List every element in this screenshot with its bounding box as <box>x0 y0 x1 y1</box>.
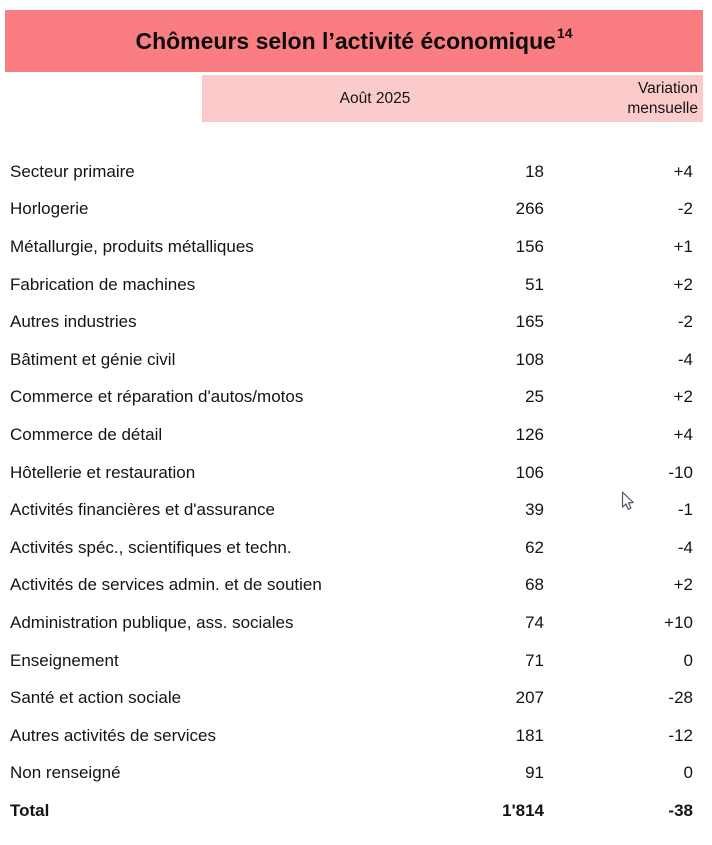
column-header-variation: Variation mensuelle <box>627 79 698 118</box>
row-value: 165 <box>515 312 544 332</box>
total-label: Total <box>10 800 50 820</box>
row-label: Horlogerie <box>10 199 89 219</box>
row-variation: -4 <box>677 537 693 557</box>
table-row: Non renseigné 91 0 <box>10 755 693 793</box>
row-label: Fabrication de machines <box>10 274 196 294</box>
table-row: Enseignement 71 0 <box>10 642 693 680</box>
row-variation: -1 <box>677 500 693 520</box>
row-value: 207 <box>515 688 544 708</box>
row-value: 39 <box>525 500 544 520</box>
table-total-row: Total 1'814 -38 <box>10 792 693 830</box>
page-title: Chômeurs selon l’activité économique <box>135 27 556 54</box>
row-variation: -4 <box>677 349 693 369</box>
row-variation: 0 <box>683 650 693 670</box>
row-label: Hôtellerie et restauration <box>10 462 196 482</box>
row-value: 91 <box>525 763 544 783</box>
row-variation: -2 <box>677 199 693 219</box>
unemployment-table: Secteur primaire 18 +4 Horlogerie 266 -2 Métal… <box>10 153 693 830</box>
row-label: Commerce et réparation d'autos/motos <box>10 387 304 407</box>
table-title-band: Chômeurs selon l’activité économique 14 <box>5 10 703 72</box>
table-row: Activités financières et d'assurance 39 -1 <box>10 491 693 529</box>
row-value: 25 <box>525 387 544 407</box>
title-footnote-superscript: 14 <box>556 25 573 41</box>
variation-label-line1: Variation <box>637 80 698 97</box>
row-value: 18 <box>525 161 544 181</box>
table-row: Commerce de détail 126 +4 <box>10 416 693 454</box>
variation-label-line2: mensuelle <box>627 99 698 117</box>
table-row: Horlogerie 266 -2 <box>10 191 693 229</box>
table-row: Autres industries 165 -2 <box>10 303 693 341</box>
table-row: Hôtellerie et restauration 106 -10 <box>10 454 693 492</box>
row-value: 108 <box>515 349 544 369</box>
row-value: 126 <box>515 424 544 444</box>
row-label: Enseignement <box>10 650 119 670</box>
row-variation: -28 <box>668 688 693 708</box>
row-variation: -10 <box>668 462 693 482</box>
row-label: Activités spéc., scientifiques et techn. <box>10 537 292 557</box>
row-variation: +4 <box>673 424 693 444</box>
row-variation: +1 <box>673 236 693 256</box>
row-label: Autres activités de services <box>10 725 216 745</box>
total-variation: -38 <box>668 800 693 820</box>
table-row: Métallurgie, produits métalliques 156 +1 <box>10 228 693 266</box>
row-variation: -2 <box>677 312 693 332</box>
row-value: 62 <box>525 537 544 557</box>
row-label: Santé et action sociale <box>10 688 182 708</box>
table-row: Activités spéc., scientifiques et techn.… <box>10 529 693 567</box>
table-row: Administration publique, ass. sociales 74… <box>10 604 693 642</box>
row-variation: +10 <box>664 612 693 632</box>
row-variation: -12 <box>668 725 693 745</box>
row-variation: 0 <box>683 763 693 783</box>
row-value: 181 <box>515 725 544 745</box>
column-header-period: Août 2025 <box>339 89 411 107</box>
row-label: Administration publique, ass. sociales <box>10 612 294 632</box>
row-value: 51 <box>525 274 544 294</box>
row-value: 68 <box>525 575 544 595</box>
row-label: Bâtiment et génie civil <box>10 349 176 369</box>
row-label: Secteur primaire <box>10 161 135 181</box>
row-variation: +2 <box>673 387 693 407</box>
table-row: Commerce et réparation d'autos/motos 25 +2 <box>10 379 693 417</box>
row-value: 74 <box>525 612 544 632</box>
row-value: 266 <box>515 199 544 219</box>
table-row: Secteur primaire 18 +4 <box>10 153 693 191</box>
total-value: 1'814 <box>502 800 544 820</box>
row-value: 156 <box>515 236 544 256</box>
row-variation: +2 <box>673 274 693 294</box>
row-value: 106 <box>515 462 544 482</box>
table-row: Autres activités de services 181 -12 <box>10 717 693 755</box>
row-label: Commerce de détail <box>10 424 163 444</box>
row-label: Autres industries <box>10 312 137 332</box>
table-row: Activités de services admin. et de souti… <box>10 567 693 605</box>
table-row: Santé et action sociale 207 -28 <box>10 679 693 717</box>
row-label: Activités de services admin. et de souti… <box>10 575 322 595</box>
column-header-band: Août 2025 Variation mensuelle <box>202 75 703 122</box>
row-label: Métallurgie, produits métalliques <box>10 236 254 256</box>
table-row: Fabrication de machines 51 +2 <box>10 266 693 304</box>
row-value: 71 <box>525 650 544 670</box>
table-row: Bâtiment et génie civil 108 -4 <box>10 341 693 379</box>
row-label: Activités financières et d'assurance <box>10 500 275 520</box>
row-label: Non renseigné <box>10 763 121 783</box>
row-variation: +2 <box>673 575 693 595</box>
table-body: Secteur primaire 18 +4 Horlogerie 266 -2 Métal… <box>10 153 693 792</box>
row-variation: +4 <box>673 161 693 181</box>
